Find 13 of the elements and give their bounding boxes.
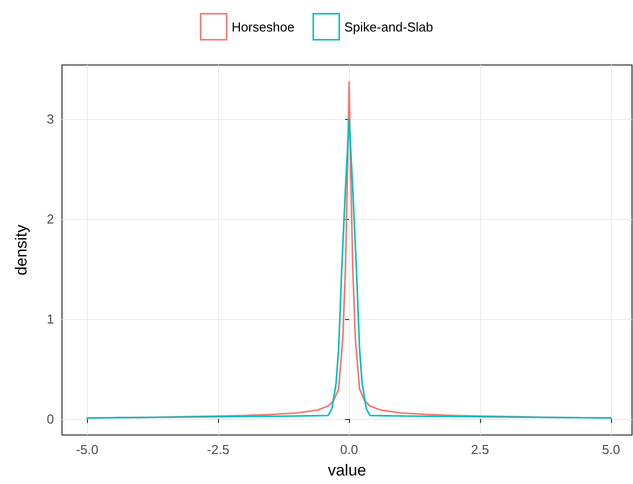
x-tick-label: 0.0 bbox=[340, 442, 358, 457]
legend-label: Horseshoe bbox=[232, 19, 294, 34]
x-tick-label: -2.5 bbox=[206, 442, 230, 457]
legend-label: Spike-and-Slab bbox=[344, 19, 434, 34]
x-tick-label: -5.0 bbox=[76, 442, 98, 457]
y-tick-label: 2 bbox=[46, 212, 54, 226]
y-tick-label: 1 bbox=[46, 312, 54, 326]
y-tick-label: 3 bbox=[46, 112, 54, 126]
x-tick-label: 2.5 bbox=[471, 442, 490, 457]
x-tick-label: 5.0 bbox=[602, 442, 620, 457]
y-tick-label: 0 bbox=[46, 412, 54, 426]
x-axis-title: value bbox=[328, 462, 366, 480]
y-axis-title: density bbox=[14, 224, 30, 276]
